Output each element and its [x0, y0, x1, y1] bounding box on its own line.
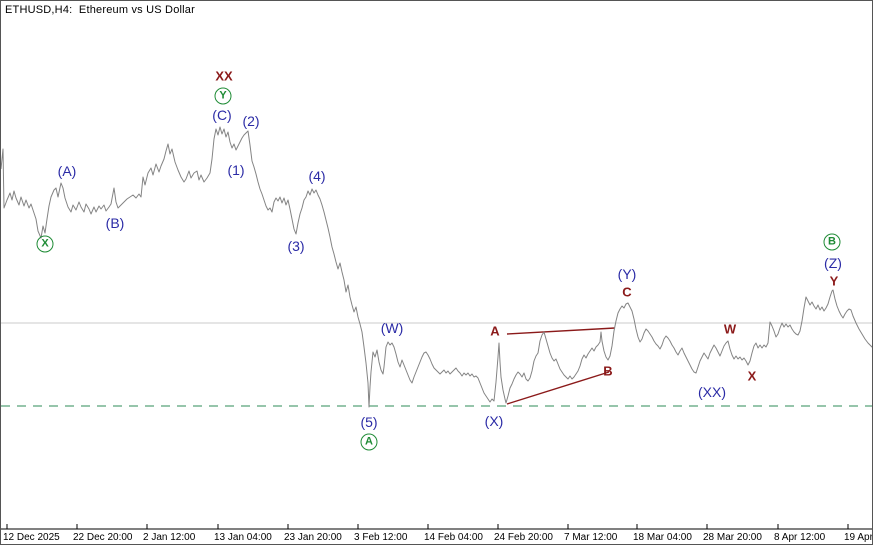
triangle-upper-trendline[interactable] [506, 327, 616, 335]
wave-label-w[interactable]: (W) [380, 320, 404, 336]
wave-label-5[interactable]: (5) [360, 414, 378, 430]
wave-label-circled-y[interactable]: Y [214, 87, 232, 105]
wave-label-red-w[interactable]: W [723, 321, 737, 337]
wave-label-red-b[interactable]: B [603, 363, 613, 379]
wave-label-red-x[interactable]: X [747, 368, 757, 384]
wave-label-x[interactable]: (X) [484, 413, 504, 429]
wave-label-red-xx[interactable]: XX [215, 68, 233, 84]
wave-label-1[interactable]: (1) [227, 162, 245, 178]
wave-label-red-c[interactable]: C [622, 284, 632, 300]
wave-label-y[interactable]: (Y) [617, 266, 637, 282]
wave-label-a[interactable]: (A) [57, 163, 77, 179]
wave-label-circled-a[interactable]: A [360, 433, 378, 451]
wave-label-2[interactable]: (2) [242, 113, 260, 129]
wave-label-z[interactable]: (Z) [824, 255, 842, 271]
chart-symbol-title: ETHUSD,H4: Ethereum vs US Dollar [5, 4, 195, 16]
wave-label-circled-x[interactable]: X [36, 235, 54, 253]
wave-label-circled-b[interactable]: B [823, 233, 841, 251]
triangle-lower-trendline[interactable] [506, 371, 610, 405]
wave-label-3[interactable]: (3) [287, 238, 305, 254]
wave-label-red-y[interactable]: Y [829, 273, 839, 289]
wave-label-red-a[interactable]: A [490, 323, 500, 339]
price-line-series [1, 126, 872, 408]
wave-label-c[interactable]: (C) [212, 107, 232, 123]
wave-label-xx[interactable]: (XX) [698, 384, 726, 400]
wave-label-b[interactable]: (B) [105, 215, 125, 231]
wave-label-4[interactable]: (4) [308, 168, 326, 184]
